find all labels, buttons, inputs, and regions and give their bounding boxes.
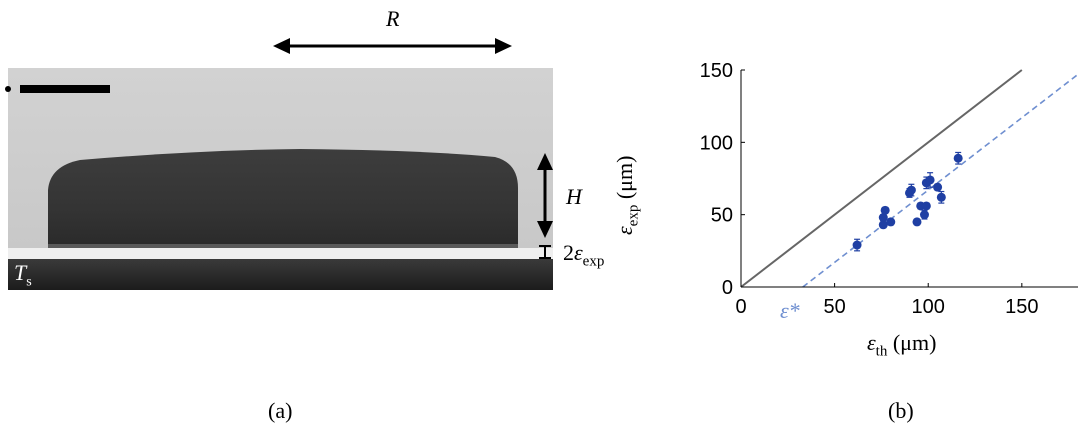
data-point (886, 217, 896, 227)
droplet-photo (5, 38, 553, 290)
label-ts-sub: s (26, 274, 32, 290)
y-tick-label: 0 (722, 277, 733, 299)
caption-b: (b) (888, 398, 914, 423)
vapor-gap (8, 248, 553, 259)
label-eps-symbol: ε (574, 240, 583, 265)
h-arrow-bottom-head (537, 221, 553, 238)
data-point (925, 175, 935, 185)
x-tick-label: 100 (912, 296, 945, 318)
r-arrow-left-head (273, 38, 290, 54)
label-eps-sub: exp (582, 253, 605, 270)
y-tick-label: 100 (700, 132, 733, 154)
scale-bar-dot (5, 86, 11, 92)
droplet-rim (48, 244, 518, 248)
eps-star-label: ε* (780, 298, 800, 323)
label-r: R (386, 6, 400, 31)
x-tick-label: 50 (823, 296, 845, 318)
label-ts-symbol: T (14, 260, 27, 285)
h-arrow-top-head (537, 153, 553, 170)
fit-line (802, 73, 1078, 288)
label-eps-exp: 2εexp (563, 240, 604, 270)
data-point (878, 213, 888, 223)
data-point (878, 220, 888, 230)
data-point (921, 201, 931, 211)
y-axis-label: εexp (μm) (612, 156, 642, 235)
caption-a: (a) (268, 398, 293, 423)
y-tick-label: 50 (711, 205, 733, 227)
identity-line (740, 69, 1023, 288)
x-axis-label-unit: (μm) (892, 330, 937, 355)
data-point (912, 217, 922, 227)
y-tick-label: 150 (700, 60, 733, 82)
y-axis-label-symbol: ε (612, 226, 637, 235)
label-ts: Ts (14, 260, 32, 290)
data-point (953, 153, 963, 163)
data-point (936, 192, 946, 202)
x-axis-label-symbol: ε (867, 330, 876, 355)
substrate (8, 259, 553, 290)
data-point (919, 210, 929, 220)
droplet (48, 149, 518, 248)
scatter-chart: 0 50 100 150 0 50 100 150 (700, 60, 1078, 318)
data-point (852, 240, 862, 250)
r-arrow-right-head (495, 38, 512, 54)
label-eps-prefix: 2 (563, 240, 574, 265)
data-point (933, 182, 943, 192)
x-axis-label-sub: th (875, 343, 888, 360)
scale-bar (20, 85, 110, 93)
x-tick-label: 150 (1005, 296, 1038, 318)
y-axis-label-sub: exp (625, 204, 642, 227)
photo-panel: R H 2εexp Ts (0, 0, 660, 300)
x-tick-label: 0 (735, 296, 746, 318)
label-h: H (566, 184, 582, 209)
data-point (906, 185, 916, 195)
x-axis-label: εth (μm) (867, 330, 936, 360)
data-point (880, 205, 890, 215)
y-axis-label-unit: (μm) (612, 155, 637, 200)
